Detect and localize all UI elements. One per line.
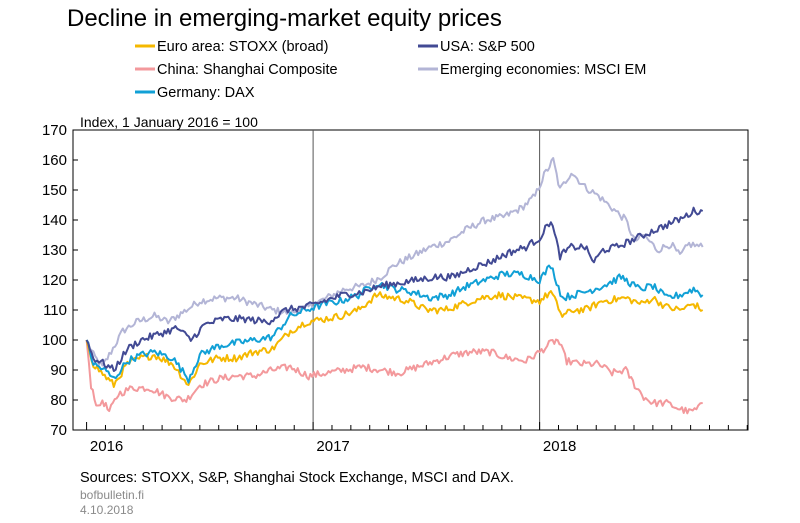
y-tick-label: 110: [43, 302, 67, 319]
legend-label: Euro area: STOXX (broad): [157, 39, 328, 55]
series-line: [85, 338, 703, 415]
y-tick-label: 100: [42, 332, 67, 349]
chart-title: Decline in emerging-market equity prices: [67, 5, 502, 32]
y-axis: 170 160 150 140 130 120 110 100 90 80 70: [42, 122, 748, 439]
legend-label: Emerging economies: MSCI EM: [440, 62, 646, 78]
x-tick-label: 2017: [316, 438, 349, 455]
series-line: [85, 264, 704, 384]
y-tick-label: 140: [42, 212, 67, 229]
y-tick-label: 80: [50, 392, 67, 409]
y-tick-label: 160: [42, 152, 67, 169]
legend: Euro area: STOXX (broad) China: Shanghai …: [135, 39, 646, 101]
series-group: [85, 157, 704, 415]
publication-date: 4.10.2018: [80, 503, 134, 517]
y-tick-label: 70: [50, 422, 67, 439]
legend-label: China: Shanghai Composite: [157, 62, 338, 78]
chart-subtitle: Index, 1 January 2016 = 100: [80, 114, 258, 130]
series-line: [85, 206, 704, 372]
series-line: [85, 290, 704, 388]
legend-label: Germany: DAX: [157, 85, 255, 101]
series-line: [85, 157, 704, 367]
site-url: bofbulletin.fi: [80, 488, 144, 502]
y-tick-label: 120: [42, 272, 67, 289]
sources-note: Sources: STOXX, S&P, Shanghai Stock Exch…: [80, 470, 514, 486]
x-tick-label: 2018: [543, 438, 576, 455]
y-tick-label: 170: [42, 122, 67, 139]
y-tick-label: 130: [42, 242, 67, 259]
x-tick-label: 2016: [90, 438, 123, 455]
y-tick-label: 150: [42, 182, 67, 199]
y-tick-label: 90: [50, 362, 67, 379]
x-axis: 2016 2017 2018: [86, 422, 748, 455]
legend-label: USA: S&P 500: [440, 39, 535, 55]
